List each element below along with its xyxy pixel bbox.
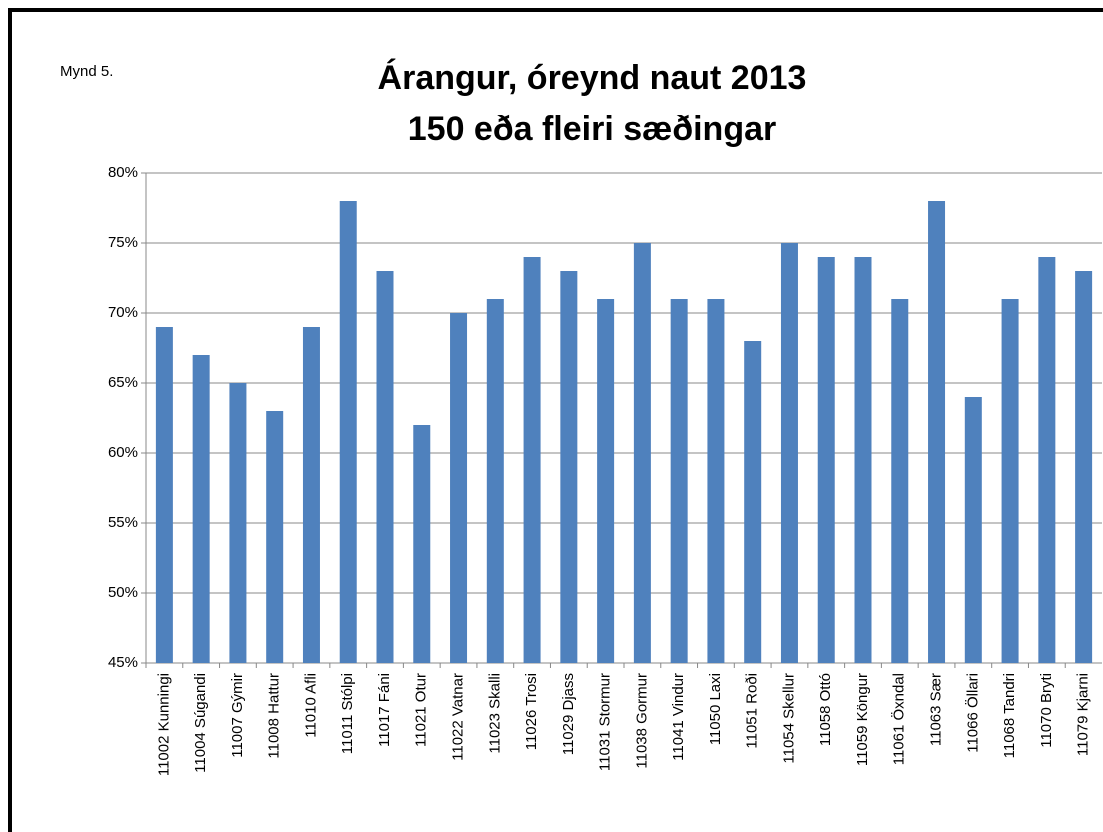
x-tick-label: 11058 Ottó [817, 673, 834, 746]
bar [670, 299, 688, 663]
bar [891, 299, 909, 663]
bar [817, 257, 835, 663]
x-tick-label: 11002 Kunningi [155, 673, 172, 776]
x-tick-label: 11029 Djass [560, 673, 577, 755]
bar [928, 201, 946, 663]
x-tick-label: 11007 Gýmir [229, 673, 246, 758]
bar [633, 243, 651, 663]
x-tick-label: 11051 Roði [744, 673, 761, 749]
x-tick-label: 11004 Súgandi [192, 673, 209, 773]
x-tick-label: 11010 Afli [302, 673, 319, 738]
bar [376, 271, 394, 663]
bar [707, 299, 725, 663]
y-tick-label: 80% [108, 164, 138, 181]
chart-title: 150 eða fleiri sæðingar [408, 110, 777, 148]
bar [450, 313, 468, 663]
bar [192, 355, 210, 663]
bar [266, 411, 284, 663]
bar [560, 271, 578, 663]
bar [1075, 271, 1093, 663]
x-tick-label: 11017 Fáni [376, 673, 393, 747]
y-tick-label: 70% [108, 304, 138, 321]
x-tick-label: 11068 Tandri [1001, 673, 1018, 758]
bar [780, 243, 798, 663]
bar [1001, 299, 1019, 663]
x-tick-label: 11041 Vindur [670, 673, 687, 761]
x-tick-label: 11038 Gormur [633, 673, 650, 769]
y-tick-label: 65% [108, 374, 138, 391]
annotation: Mynd 5. [60, 63, 113, 80]
y-tick-label: 50% [108, 584, 138, 601]
bar [339, 201, 357, 663]
x-tick-label: 11008 Hattur [266, 673, 283, 759]
x-tick-label: 11079 Kjarni [1075, 673, 1092, 756]
chart-title: Árangur, óreynd naut 2013 [378, 59, 807, 97]
bar [854, 257, 872, 663]
bar [302, 327, 320, 663]
bar [413, 425, 431, 663]
y-tick-label: 55% [108, 514, 138, 531]
bar [597, 299, 615, 663]
y-tick-label: 75% [108, 234, 138, 251]
x-tick-label: 11054 Skellur [780, 673, 797, 764]
bar [155, 327, 173, 663]
y-tick-label: 45% [108, 654, 138, 671]
x-tick-label: 11023 Skalli [486, 673, 503, 754]
bar [1038, 257, 1056, 663]
x-tick-label: 11011 Stólpi [339, 673, 356, 754]
bar [964, 397, 982, 663]
x-tick-label: 11059 Köngur [854, 673, 871, 766]
x-tick-label: 11061 Öxndal [890, 673, 908, 765]
x-tick-label: 11070 Bryti [1038, 673, 1055, 748]
x-tick-label: 11022 Vatnar [450, 673, 467, 761]
y-tick-label: 60% [108, 444, 138, 461]
bar [523, 257, 541, 663]
x-tick-label: 11050 Laxi [707, 673, 724, 745]
x-tick-label: 11026 Trosi [523, 673, 540, 750]
bar [486, 299, 504, 663]
bar [229, 383, 247, 663]
bar [744, 341, 762, 663]
x-tick-label: 11063 Sær [928, 673, 945, 746]
x-tick-label: 11066 Öllari [963, 673, 981, 753]
x-tick-label: 11021 Otur [413, 673, 430, 747]
frame [8, 8, 1103, 832]
x-tick-label: 11031 Stormur [597, 673, 614, 771]
